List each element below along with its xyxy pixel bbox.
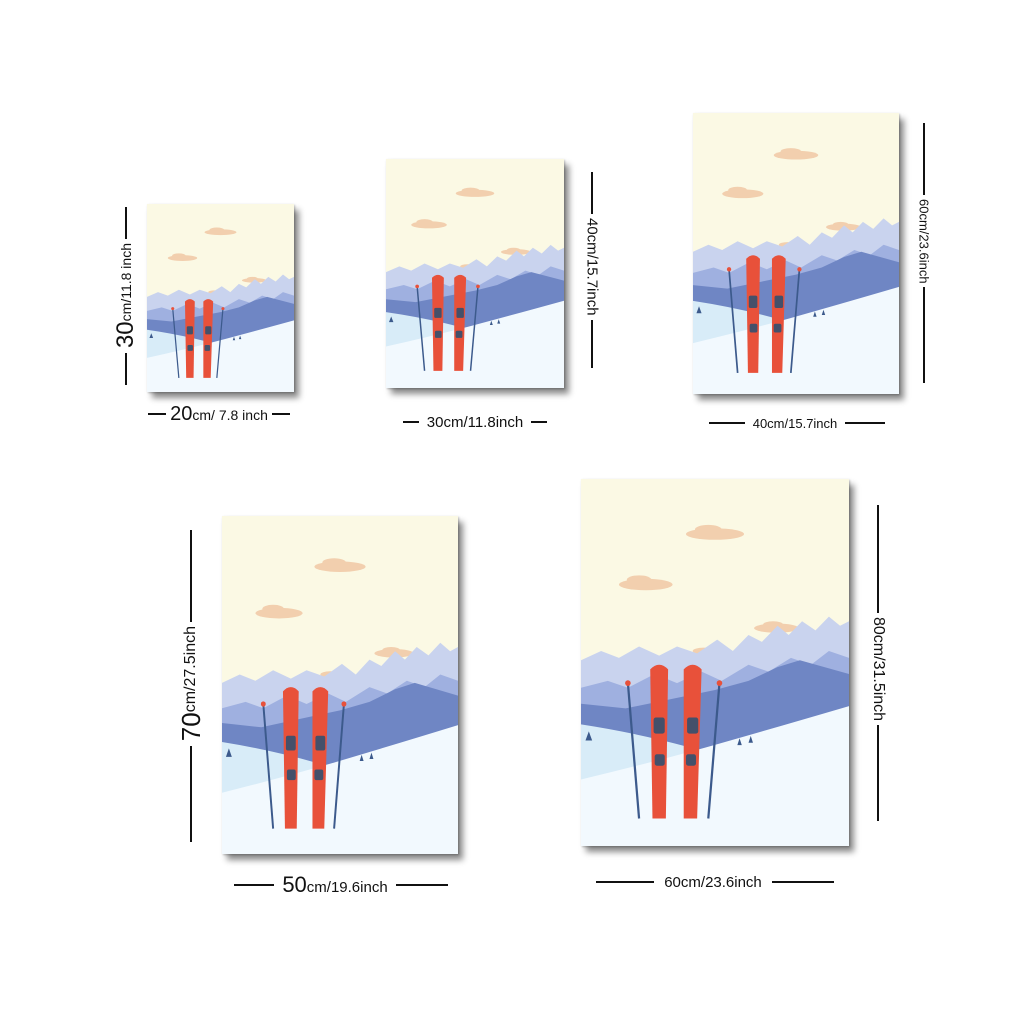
poster-60x80 xyxy=(581,479,849,846)
height-label: 60cm/23.6inch xyxy=(916,198,932,284)
poster-40x60 xyxy=(693,113,899,394)
height-dimension: 30cm/11.8 inch xyxy=(112,192,140,400)
width-dimension: 60cm/23.6inch xyxy=(581,872,849,892)
width-dimension: 50cm/19.6inch xyxy=(224,872,458,898)
ski-artwork xyxy=(693,113,899,394)
ski-artwork xyxy=(222,516,458,854)
ski-artwork xyxy=(386,159,564,388)
width-dimension: 30cm/11.8inch xyxy=(386,412,564,432)
width-minor: cm/ 7.8 inch xyxy=(192,407,268,423)
width-label: 30cm/11.8inch xyxy=(426,413,524,431)
ski-artwork xyxy=(581,479,849,846)
poster-30x40 xyxy=(386,159,564,388)
ski-artwork xyxy=(147,204,294,392)
height-dimension: 80cm/31.5inch xyxy=(864,474,892,852)
height-label: 80cm/31.5inch xyxy=(870,616,887,722)
width-dimension: 40cm/15.7inch xyxy=(695,414,899,432)
width-label: 40cm/15.7inch xyxy=(752,415,838,431)
poster-20x30 xyxy=(147,204,294,392)
width-label: 60cm/23.6inch xyxy=(664,873,762,891)
height-major: 30 xyxy=(112,321,139,349)
width-dimension: 20cm/ 7.8 inch xyxy=(134,402,304,426)
height-minor: cm/11.8 inch xyxy=(118,243,134,322)
height-dimension: 70cm/27.5inch xyxy=(176,518,206,854)
width-minor: cm/19.6inch xyxy=(306,879,388,896)
height-dimension: 40cm/15.7inch xyxy=(580,152,604,388)
width-major: 20 xyxy=(170,403,193,425)
height-dimension: 60cm/23.6inch xyxy=(912,110,936,396)
height-label: 40cm/15.7inch xyxy=(583,218,601,316)
width-major: 50 xyxy=(282,872,307,897)
height-minor: cm/27.5inch xyxy=(182,626,199,713)
height-major: 70 xyxy=(176,712,206,742)
poster-50x70 xyxy=(222,516,458,854)
